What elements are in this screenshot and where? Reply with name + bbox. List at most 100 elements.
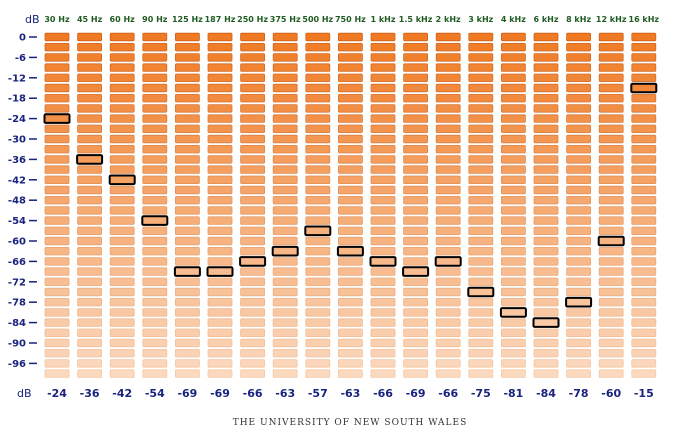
level-cell [142, 73, 168, 82]
level-cell [272, 155, 298, 164]
level-cell [77, 359, 102, 368]
level-cell [403, 195, 429, 205]
y-tick-label: -78 [8, 298, 26, 309]
level-cell [337, 348, 363, 358]
level-cell [174, 63, 200, 72]
level-cell [77, 369, 102, 378]
level-cell [337, 246, 363, 256]
level-cell [500, 328, 526, 337]
level-cell [370, 318, 396, 327]
level-cell [337, 226, 363, 235]
level-cell [207, 114, 233, 123]
level-cell [533, 73, 559, 82]
level-cell [631, 226, 657, 235]
level-cell [272, 195, 298, 205]
level-cell [207, 206, 233, 215]
level-cell [631, 308, 657, 317]
level-cell [370, 94, 396, 103]
level-cell [370, 175, 396, 184]
level-cell [142, 338, 168, 348]
level-cell [44, 155, 70, 164]
frequency-label: 750 Hz [335, 15, 366, 24]
level-cell [240, 32, 266, 42]
level-cell [403, 277, 429, 286]
level-cell [566, 226, 591, 235]
level-cell [598, 134, 624, 144]
level-cell [598, 165, 624, 174]
level-marker [336, 245, 364, 257]
level-cell [631, 165, 657, 174]
level-cell [77, 308, 102, 317]
level-cell [598, 236, 624, 246]
frequency-label: 16 kHz [629, 15, 660, 24]
level-cell [174, 32, 200, 42]
y-tick-label: 0 [19, 33, 26, 44]
level-cell [337, 124, 363, 133]
level-cell [566, 369, 591, 378]
level-cell [533, 277, 559, 286]
level-cell [566, 104, 591, 113]
level-cell [240, 175, 266, 184]
level-cell [598, 195, 624, 205]
level-cell [305, 104, 331, 113]
level-cell [44, 257, 70, 266]
level-cell [207, 83, 233, 93]
level-cell [533, 348, 559, 358]
level-cell [174, 53, 200, 62]
level-cell [566, 53, 591, 62]
level-cell [435, 308, 461, 317]
level-cell [370, 134, 396, 144]
level-cell [207, 144, 233, 154]
level-cell [435, 94, 461, 103]
value-label: -78 [569, 387, 589, 400]
level-cell [468, 246, 494, 256]
level-cell [566, 297, 591, 307]
level-cell [631, 144, 657, 154]
level-cell [631, 318, 657, 327]
level-cell [44, 104, 70, 113]
level-cell [207, 359, 233, 368]
level-cell [435, 287, 461, 297]
level-cell [566, 63, 591, 72]
level-cell [500, 369, 526, 378]
value-label: -63 [275, 387, 295, 400]
level-cell [566, 338, 591, 348]
level-cell [598, 185, 624, 195]
level-cell [337, 104, 363, 113]
level-cell [77, 287, 102, 297]
level-cell [533, 328, 559, 337]
level-cell [370, 144, 396, 154]
level-cell [370, 236, 396, 246]
level-cell [631, 328, 657, 337]
level-cell [109, 134, 135, 144]
level-cell [468, 348, 494, 358]
level-cell [337, 53, 363, 62]
level-cell [77, 155, 102, 164]
level-cell [174, 185, 200, 195]
level-cell [77, 195, 102, 205]
level-cell [631, 114, 657, 123]
level-cell [207, 63, 233, 72]
level-marker [108, 174, 136, 186]
level-cell [500, 359, 526, 368]
level-cell [468, 144, 494, 154]
level-cell [566, 308, 591, 317]
level-cell [468, 267, 494, 276]
level-cell [240, 257, 266, 266]
level-cell [240, 104, 266, 113]
level-cell [598, 257, 624, 266]
value-label: -24 [47, 387, 67, 400]
level-cell [142, 287, 168, 297]
level-cell [272, 287, 298, 297]
level-cell [566, 195, 591, 205]
level-cell [370, 308, 396, 317]
level-cell [435, 63, 461, 72]
institution-footer: THE UNIVERSITY OF NEW SOUTH WALES [232, 418, 468, 428]
level-cell [305, 216, 331, 225]
level-cell [598, 155, 624, 164]
level-cell [468, 195, 494, 205]
level-cell [566, 206, 591, 215]
y-tick-label: -42 [8, 175, 26, 186]
level-cell [370, 73, 396, 82]
level-cell [240, 114, 266, 123]
